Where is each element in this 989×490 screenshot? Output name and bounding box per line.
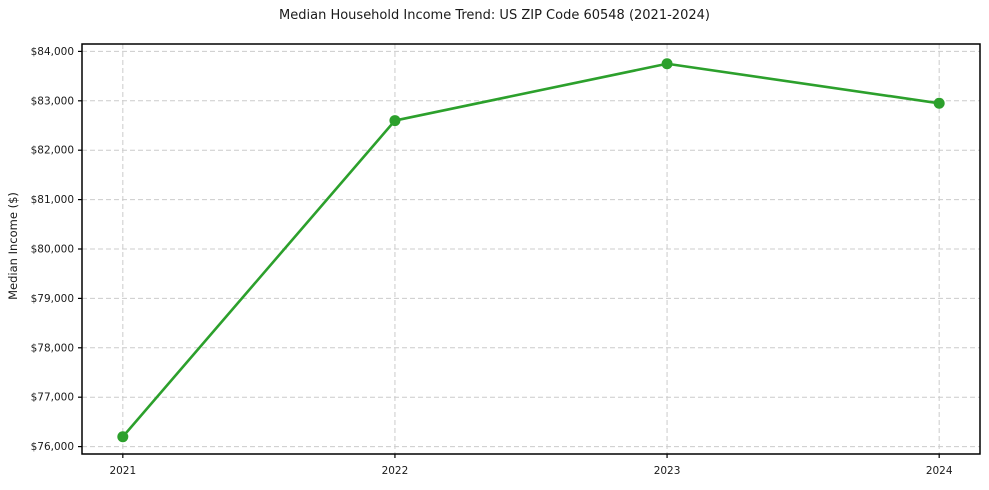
x-tick-label: 2024 <box>926 465 953 477</box>
trend-line <box>121 62 941 439</box>
x-tick-label: 2023 <box>654 465 681 477</box>
y-tick-label: $78,000 <box>31 342 74 354</box>
y-tick-label: $83,000 <box>31 95 74 107</box>
y-tick-label: $80,000 <box>31 244 74 256</box>
x-tick-label: 2021 <box>109 465 136 477</box>
y-tick-label: $81,000 <box>31 194 74 206</box>
y-tick-label: $79,000 <box>31 293 74 305</box>
data-point-marker <box>661 58 673 70</box>
chart-title: Median Household Income Trend: US ZIP Co… <box>279 8 710 23</box>
data-point-marker <box>389 115 401 127</box>
y-tick-label: $76,000 <box>31 441 74 453</box>
y-tick-label: $84,000 <box>31 46 74 58</box>
x-tick-label: 2022 <box>382 465 409 477</box>
data-point-marker <box>933 97 945 109</box>
y-tick-label: $77,000 <box>31 392 74 404</box>
y-axis-label: Median Income ($) <box>6 192 20 300</box>
data-point-marker <box>117 431 129 443</box>
y-tick-label: $82,000 <box>31 145 74 157</box>
